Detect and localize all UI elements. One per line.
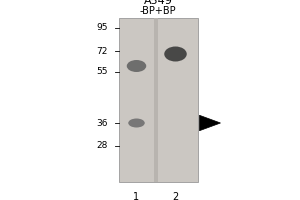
Text: 1: 1: [134, 192, 140, 200]
Text: 36: 36: [97, 118, 108, 128]
Ellipse shape: [164, 46, 187, 62]
Text: 72: 72: [97, 46, 108, 55]
Polygon shape: [200, 115, 220, 131]
Text: 28: 28: [97, 142, 108, 150]
Text: -BP+BP: -BP+BP: [140, 6, 177, 16]
Ellipse shape: [127, 60, 146, 72]
Bar: [154, 18, 158, 182]
Text: 95: 95: [97, 23, 108, 32]
Text: A549: A549: [144, 0, 173, 6]
Text: 2: 2: [172, 192, 178, 200]
Bar: [118, 18, 198, 182]
Text: 55: 55: [97, 68, 108, 76]
Ellipse shape: [128, 118, 145, 128]
